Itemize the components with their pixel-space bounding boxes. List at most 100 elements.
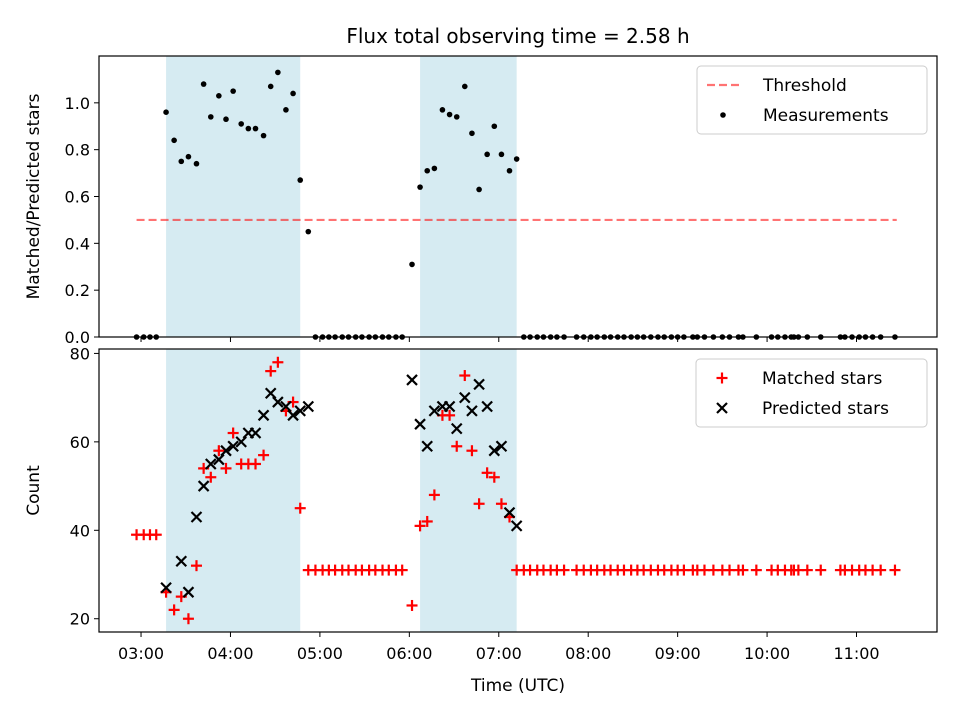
predicted-star-point [481,400,493,413]
matched-star-point [488,471,500,483]
x-tick-label: 05:00 [297,644,343,663]
measurement-point [185,153,192,160]
y-tick-label: 0.0 [65,328,90,347]
matched-star-point [205,471,217,483]
y-tick-label: 40 [70,521,90,540]
measurement-point [424,167,431,174]
x-tick-label: 09:00 [655,644,701,663]
predicted-star-point [459,391,471,404]
measurement-point [453,114,460,120]
predicted-star-point [495,440,508,453]
measurement-point [290,90,296,97]
measurement-point [476,186,482,193]
shaded-interval [166,56,301,337]
matched-star-point [495,498,507,510]
predicted-star-point [294,405,307,417]
matched-star-point [294,502,306,514]
matched-star-point [213,445,225,457]
measurement-point [238,121,245,127]
x-tick-label: 07:00 [476,644,522,663]
measurement-point [275,69,281,76]
matched-star-point [182,613,194,625]
measurement-point [178,158,185,165]
matched-star-point [889,564,901,576]
matched-star-point [558,564,570,576]
matched-star-point [428,489,440,501]
matched-star-point [150,529,162,541]
predicted-star-point [443,400,456,413]
legend-box [696,65,928,135]
matched-star-point [815,564,827,576]
measurement-point [260,132,267,139]
panel-bottom-counts: 20 40 60 80 03:00 04:00 05:00 06:00 07:00 08:00 09… [24,344,938,663]
matched-star-point [250,458,262,470]
measurement-point [484,151,490,158]
matched-star-point [459,370,471,382]
matched-star-point [466,445,478,457]
matched-star-point [737,564,749,576]
predicted-star-point [510,520,523,532]
measurement-point [171,137,177,144]
y-axis-label: Matched/Predicted stars [24,93,44,299]
measurement-point [245,125,252,132]
y-tick-label: 20 [70,610,90,629]
matched-star-point [421,515,433,527]
matched-star-point [265,365,277,377]
measurement-point [469,130,475,137]
predicted-star-point [182,586,195,598]
matched-star-point [220,462,232,474]
y-tick-label: 0.8 [65,141,90,160]
measurement-point [193,160,200,167]
predicted-star-point [190,511,203,523]
predicted-star-point [488,444,501,457]
shaded-interval [420,349,517,632]
predicted-star-point [264,387,277,399]
predicted-star-point [175,555,188,568]
measurement-point [439,107,446,113]
measurement-point [431,165,438,172]
predicted-star-point [160,582,172,594]
measurement-point [417,184,423,190]
x-tick-label: 08:00 [565,644,611,663]
predicted-star-point [280,400,292,413]
measurement-point [513,156,520,162]
axes-frame [98,348,938,633]
measurement-point [491,123,498,130]
measurement-point [506,167,513,174]
matched-star-point [875,564,887,576]
matched-star-point [168,604,180,616]
y-tick-label: 0.2 [65,281,90,300]
legend-label: Matched stars [762,369,882,389]
x-tick-label: 04:00 [207,644,253,663]
matched-star-point [801,564,813,576]
matched-star-point [272,356,284,368]
x-tick-label: 03:00 [118,644,164,663]
measurement-point [163,109,169,115]
matched-star-point [396,564,408,576]
predicted-star-point [205,458,217,470]
measurement-point [216,93,222,99]
matched-star-point [481,467,493,479]
predicted-star-point [302,400,315,413]
matched-star-point [258,449,270,461]
y-tick-label: 0.6 [65,188,90,207]
predicted-star-point [257,409,270,422]
measurement-point [297,177,304,183]
predicted-star-point [406,374,418,386]
matched-star-point [414,520,426,532]
matched-star-point [473,498,485,510]
x-tick-label: 11:00 [833,644,879,663]
predicted-star-point [287,409,299,422]
shaded-interval [420,56,517,337]
measurement-point [200,81,207,87]
measurement-point [283,107,289,113]
matched-star-point [444,409,456,421]
measurement-point [207,114,214,120]
predicted-star-point [473,378,485,391]
chart-title: Flux total observing time = 2.58 h [346,24,689,48]
legend-matched-swatch [716,372,728,384]
predicted-star-point [450,422,463,435]
legend-measurement-swatch [720,112,726,118]
legend: Threshold Measurements [696,65,928,135]
